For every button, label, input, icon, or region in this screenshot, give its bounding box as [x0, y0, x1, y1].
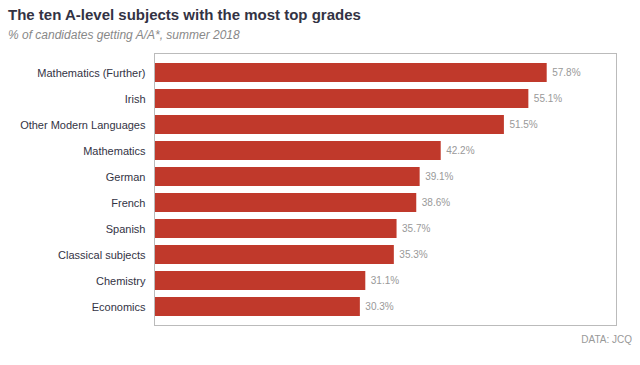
html-text:The ten A-level subjects with: The ten A-level subjects with the most t…: [8, 6, 361, 23]
svg-text:Economics: Economics: [92, 301, 146, 313]
svg-text:51.5%: 51.5%: [509, 119, 537, 130]
svg-text:55.1%: 55.1%: [534, 93, 562, 104]
svg-text:35.3%: 35.3%: [399, 249, 427, 260]
svg-text:Mathematics: Mathematics: [83, 145, 146, 157]
svg-text:Classical subjects: Classical subjects: [58, 249, 146, 261]
svg-text:French: French: [111, 197, 145, 209]
svg-text:Chemistry: Chemistry: [96, 275, 146, 287]
html-text:% of candidates getting A/A*,: % of candidates getting A/A*, summer 201…: [8, 28, 240, 42]
svg-text:Other Modern Languages: Other Modern Languages: [20, 119, 146, 131]
svg-text:57.8%: 57.8%: [552, 67, 580, 78]
svg-text:31.1%: 31.1%: [371, 275, 399, 286]
svg-text:Spanish: Spanish: [106, 223, 146, 235]
svg-text:Irish: Irish: [125, 93, 146, 105]
html-text:DATA: JCQ: DATA: JCQ: [581, 334, 632, 345]
svg-text:35.7%: 35.7%: [402, 223, 430, 234]
svg-text:39.1%: 39.1%: [425, 171, 453, 182]
svg-text:30.3%: 30.3%: [365, 301, 393, 312]
svg-text:German: German: [106, 171, 146, 183]
svg-text:42.2%: 42.2%: [446, 145, 474, 156]
svg-text:Mathematics (Further): Mathematics (Further): [37, 67, 145, 79]
svg-text:38.6%: 38.6%: [422, 197, 450, 208]
